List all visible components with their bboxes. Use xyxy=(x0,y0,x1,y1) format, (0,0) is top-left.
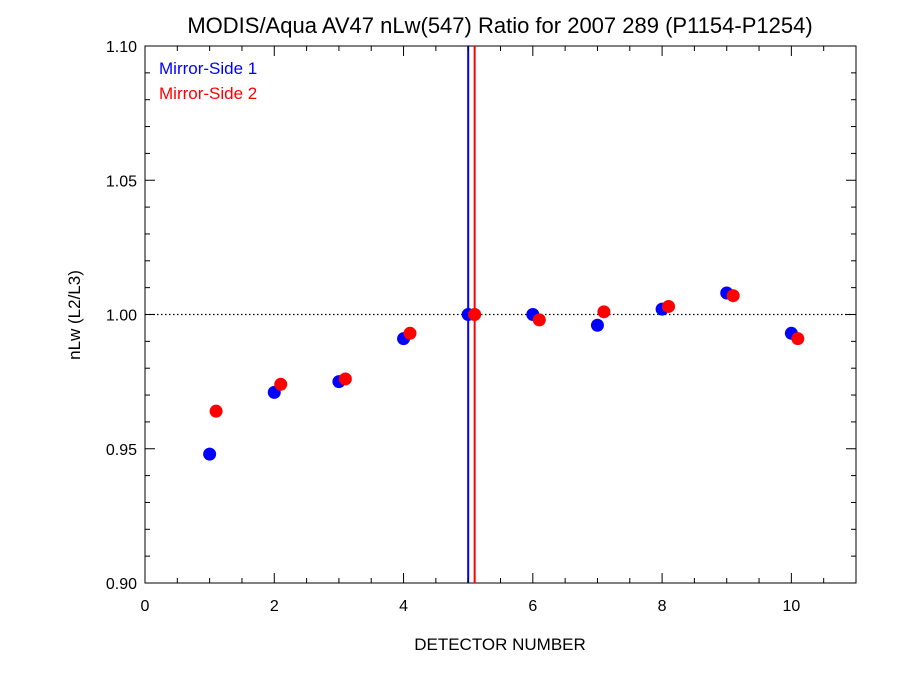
x-tick-label: 0 xyxy=(141,598,150,615)
data-point-series-2 xyxy=(274,377,288,391)
y-tick-label: 1.05 xyxy=(106,173,137,190)
data-point-series-1 xyxy=(203,447,217,461)
x-tick-label: 4 xyxy=(399,598,408,615)
data-point-series-2 xyxy=(209,404,223,418)
y-tick-label: 1.00 xyxy=(106,308,137,325)
legend: Mirror-Side 1 Mirror-Side 2 xyxy=(159,59,257,103)
chart-title: MODIS/Aqua AV47 nLw(547) Ratio for 2007 … xyxy=(187,13,812,38)
x-tick-label: 8 xyxy=(658,598,667,615)
data-point-series-2 xyxy=(726,289,740,303)
data-point-series-2 xyxy=(338,372,352,386)
x-tick-label: 10 xyxy=(782,598,800,615)
data-point-series-2 xyxy=(403,326,417,340)
point-layer xyxy=(203,286,805,461)
x-tick-label: 6 xyxy=(528,598,537,615)
legend-entry-series-2: Mirror-Side 2 xyxy=(159,84,257,103)
y-tick-label: 0.90 xyxy=(106,576,137,593)
data-point-series-2 xyxy=(532,313,546,327)
data-point-series-2 xyxy=(468,308,482,321)
legend-entry-series-1: Mirror-Side 1 xyxy=(159,59,257,78)
data-point-series-1 xyxy=(590,318,604,332)
x-axis-label: DETECTOR NUMBER xyxy=(414,635,586,654)
tick-layer: 0 2 4 6 8 10 0.90 0.95 1.00 1.05 1.10 xyxy=(106,39,857,615)
data-point-series-2 xyxy=(791,332,805,346)
y-tick-label: 0.95 xyxy=(106,442,137,459)
x-tick-label: 2 xyxy=(270,598,279,615)
y-tick-label: 1.10 xyxy=(106,39,137,56)
y-axis-label: nLw (L2/L3) xyxy=(65,270,84,360)
data-point-series-2 xyxy=(662,299,676,313)
data-point-series-2 xyxy=(597,305,611,319)
